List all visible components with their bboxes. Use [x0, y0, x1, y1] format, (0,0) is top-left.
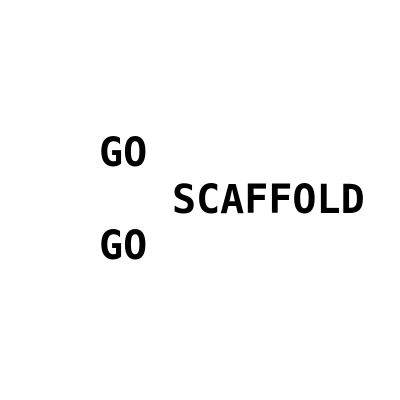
go-text-bottom: GO	[99, 223, 148, 269]
scaffold-text: SCAFFOLD	[172, 177, 365, 223]
go-text-top: GO	[99, 130, 148, 176]
